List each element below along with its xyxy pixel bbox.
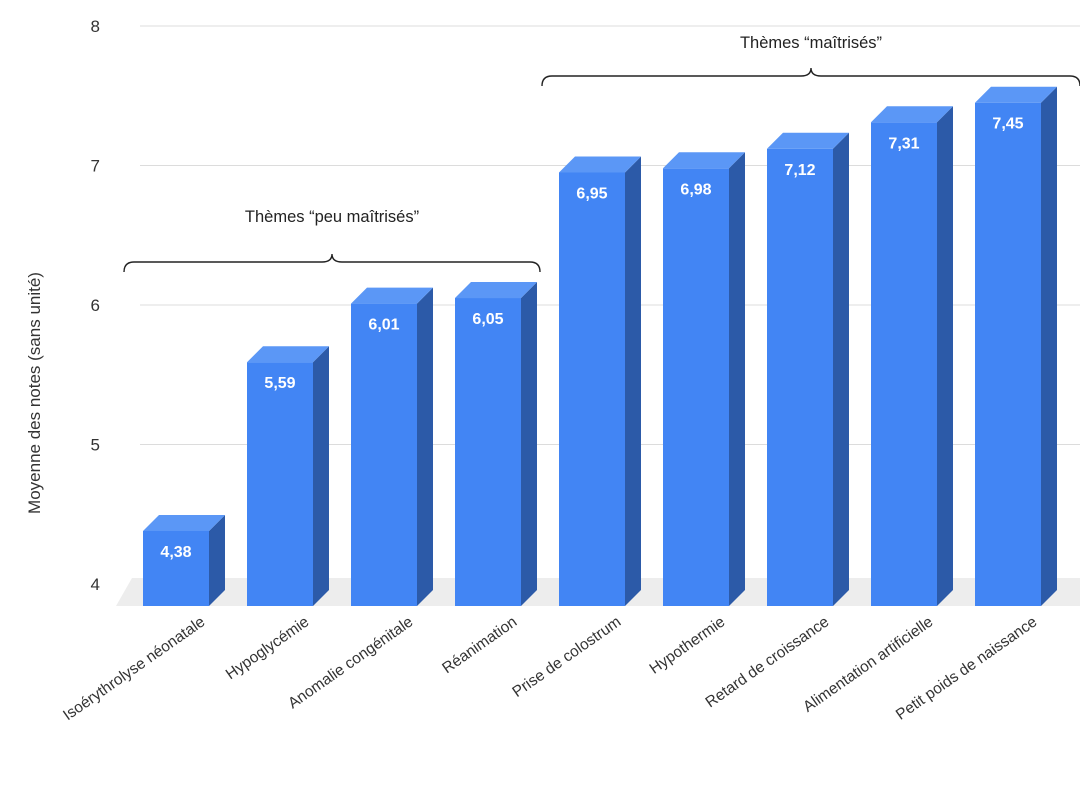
bar: 6,01 [351, 287, 433, 606]
y-tick-label: 5 [91, 436, 100, 455]
y-tick-label: 6 [91, 296, 100, 315]
bar-top [351, 287, 433, 304]
bar-top [455, 282, 537, 299]
bar-front [975, 102, 1041, 606]
bar-front [663, 168, 729, 607]
bar: 6,05 [455, 282, 537, 606]
bar: 7,12 [767, 132, 849, 606]
y-tick-label: 8 [91, 17, 100, 36]
y-tick-label: 4 [91, 575, 100, 594]
bar-front [871, 122, 937, 606]
bar-front [351, 303, 417, 606]
y-axis-label: Moyenne des notes (sans unité) [25, 272, 44, 514]
annotation-brace [123, 253, 541, 273]
bar-value-label: 6,98 [680, 181, 711, 198]
bar-side [313, 346, 329, 606]
bar: 4,38 [143, 514, 225, 606]
bar-side [417, 287, 433, 606]
bar-top [559, 156, 641, 173]
bar-value-label: 5,59 [264, 375, 295, 392]
bar-value-label: 6,01 [368, 317, 399, 334]
x-category-label: Hypothermie [647, 613, 729, 677]
bar-top [663, 152, 745, 169]
bar-side [209, 514, 225, 606]
bar-value-label: 6,05 [472, 311, 503, 328]
bar-side [729, 152, 745, 607]
bar-front [455, 298, 521, 606]
bar-front [143, 530, 209, 606]
bar: 5,59 [247, 346, 329, 606]
annotation-brace [541, 67, 1080, 87]
bar-side [1041, 86, 1057, 607]
bar: 7,45 [975, 86, 1057, 607]
x-category-label: Prise de colostrum [509, 613, 624, 701]
bar-side [833, 132, 849, 606]
bar: 6,95 [559, 156, 641, 606]
annotation-label: Thèmes “maîtrisés” [740, 34, 882, 52]
y-axis-ticks: 4 5 6 7 8 [91, 17, 100, 594]
bar-top [975, 86, 1057, 103]
bar-front [559, 172, 625, 606]
annotations: Thèmes “peu maîtrisés” Thèmes “maîtrisés” [123, 34, 1080, 273]
bar-front [767, 148, 833, 606]
x-category-label: Isoérythrolyse néonatale [60, 613, 208, 724]
x-category-label: Réanimation [439, 613, 520, 677]
bar-value-label: 4,38 [160, 544, 191, 561]
bar-top [871, 106, 953, 123]
annotation-label: Thèmes “peu maîtrisés” [245, 208, 419, 226]
bar: 6,98 [663, 152, 745, 607]
bar-side [937, 106, 953, 606]
bar-value-label: 7,12 [784, 162, 815, 179]
bar-side [521, 282, 537, 606]
bar-top [247, 346, 329, 363]
bars: 4,38 5,59 6,01 6,05 6,95 6,98 7,12 7,31 7,45 [143, 86, 1057, 607]
y-tick-label: 7 [91, 157, 100, 176]
bar-top [143, 514, 225, 531]
bar-side [625, 156, 641, 606]
bar-value-label: 6,95 [576, 185, 607, 202]
bar-front [247, 362, 313, 606]
bar-top [767, 132, 849, 149]
bar: 7,31 [871, 106, 953, 606]
bar-value-label: 7,45 [992, 116, 1023, 133]
x-category-label: Hypoglycémie [223, 613, 313, 683]
x-axis-categories: Isoérythrolyse néonatale HypoglycémieAnom… [60, 613, 1040, 724]
bar-value-label: 7,31 [888, 135, 919, 152]
